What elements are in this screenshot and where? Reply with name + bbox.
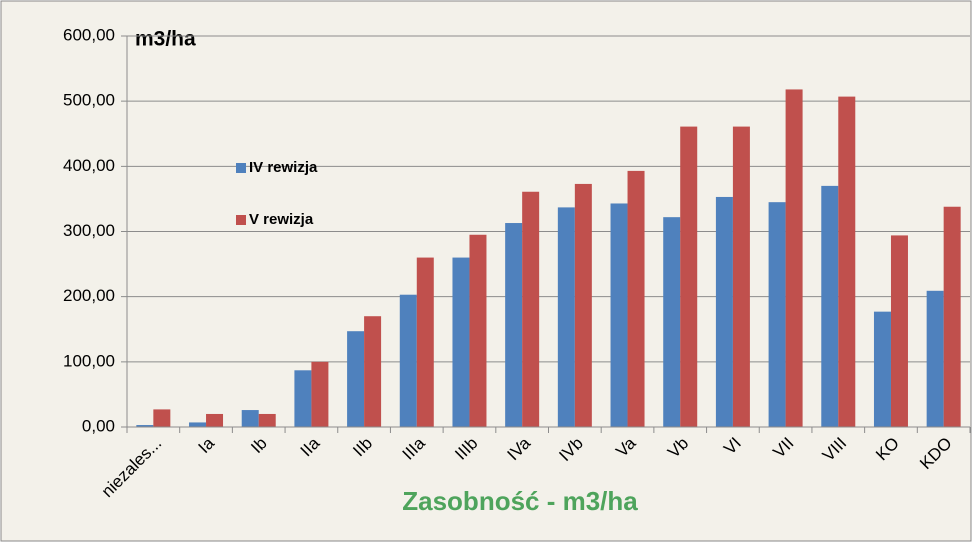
bar [347,331,365,427]
bar [505,223,523,427]
bar [943,206,961,427]
y-tick-label: 100,00 [63,351,115,370]
bar [311,361,329,427]
bar [469,234,487,427]
bar [153,409,171,427]
y-tick-label: 300,00 [63,221,115,240]
bar [241,410,259,427]
legend-label: IV rewizja [249,159,318,176]
bar [258,413,276,427]
bar [452,257,470,427]
bar [785,89,803,427]
legend-swatch [236,215,246,225]
bar [557,207,575,427]
bar [890,235,908,427]
bar [873,311,891,427]
bar [627,170,645,427]
bar [680,126,698,427]
chart-title: m3/ha [135,28,196,51]
bar [189,422,207,427]
bar [926,290,944,427]
legend-swatch [236,163,246,173]
bar [416,257,434,427]
bar [364,316,382,427]
y-tick-label: 0,00 [82,416,115,435]
bar [768,202,786,427]
y-tick-label: 200,00 [63,286,115,305]
legend-label: V rewizja [249,211,314,228]
bar [574,183,592,427]
y-tick-label: 400,00 [63,156,115,175]
y-tick-label: 500,00 [63,91,115,110]
bar [522,191,540,427]
x-axis-title: Zasobność - m3/ha [402,486,638,516]
bar [136,425,154,427]
bar [399,294,417,427]
bar [663,217,681,427]
bar [294,370,312,427]
bar [821,185,839,427]
y-tick-label: 600,00 [63,25,115,44]
bar [732,126,750,427]
bar [838,96,856,427]
bar [206,413,224,427]
bar [610,203,628,427]
bar [715,196,733,427]
